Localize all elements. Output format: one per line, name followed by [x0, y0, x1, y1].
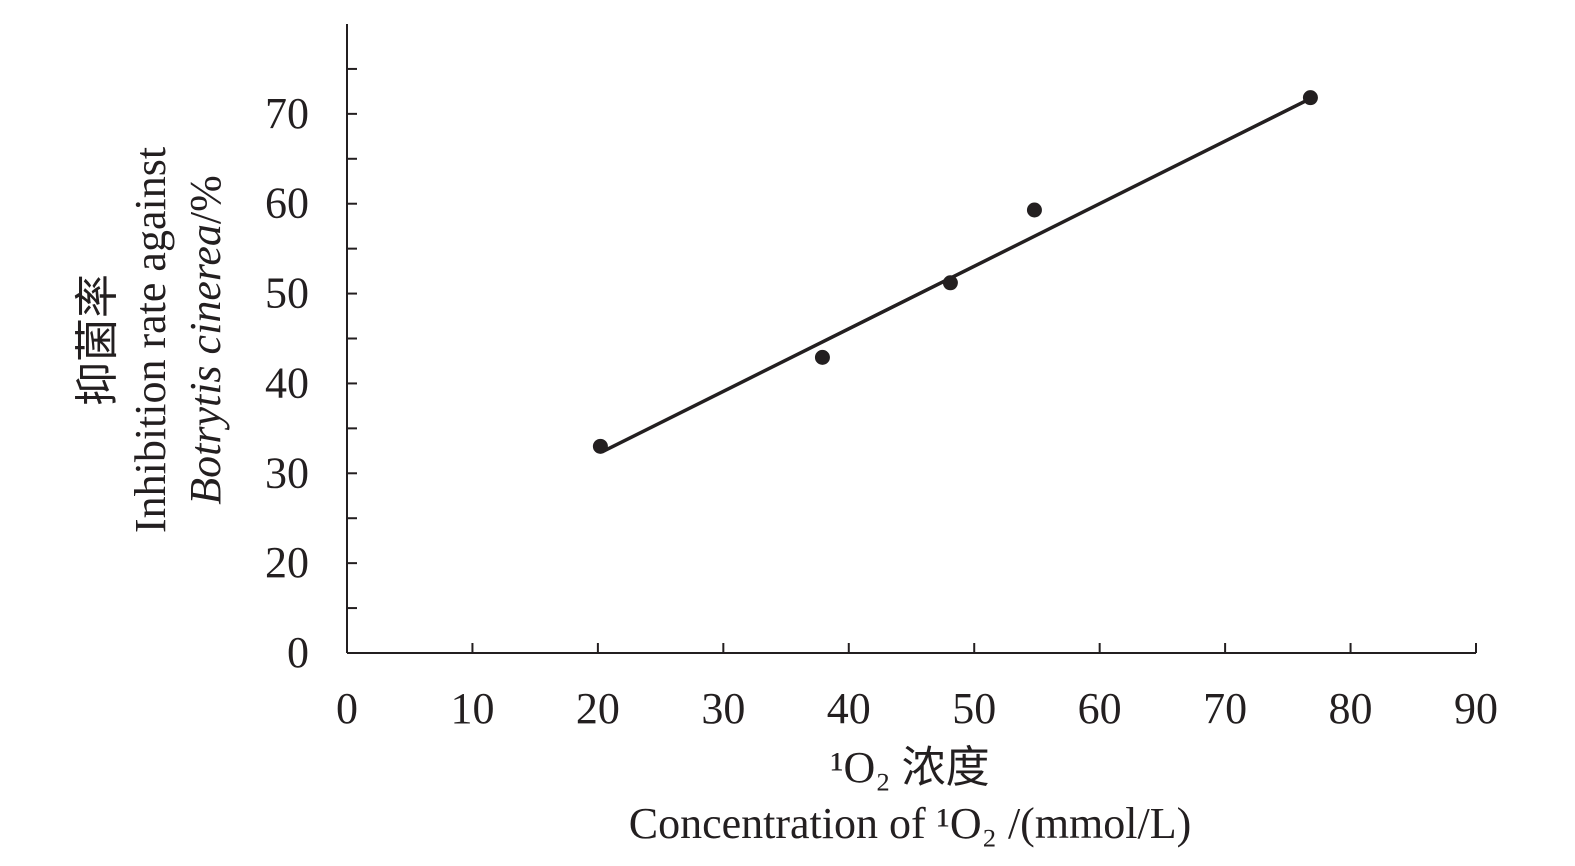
y-axis-title-unit: /%: [181, 175, 230, 224]
x-tick-label: 10: [450, 684, 494, 733]
data-point: [1026, 202, 1042, 218]
x-tick-label: 60: [1078, 684, 1122, 733]
x-axis-title-line2: Concentration of ¹O₂ /(mmol/L): [629, 799, 1192, 848]
y-tick-label: 60: [265, 179, 309, 228]
x-axis-title: ¹O₂ 浓度 Concentration of ¹O₂ /(mmol/L): [629, 743, 1192, 848]
data-point: [942, 275, 958, 291]
y-axis-title-line1: 抑菌率: [73, 274, 122, 406]
x-tick-label: 40: [827, 684, 871, 733]
x-tick-label: 50: [952, 684, 996, 733]
y-axis-title: 抑菌率 Inhibition rate against Botrytis cin…: [73, 147, 230, 533]
y-axis-title-species: Botrytis cinerea: [181, 224, 230, 505]
x-tick-label: 20: [576, 684, 620, 733]
x-axis-title-line1: ¹O₂ 浓度: [830, 743, 989, 792]
y-axis-title-line3: Botrytis cinerea/%: [181, 175, 230, 505]
trendline: [603, 97, 1312, 453]
axes: [346, 24, 1476, 654]
x-tick-label: 70: [1203, 684, 1247, 733]
x-tick-label: 0: [336, 684, 358, 733]
x-tick-label: 90: [1454, 684, 1498, 733]
x-ticks: 0 10 20 30 40 50 60 70 80 90: [336, 643, 1498, 733]
y-tick-label: 50: [265, 269, 309, 318]
data-point: [814, 349, 830, 365]
data-points: [592, 90, 1318, 454]
y-tick-label: 30: [265, 448, 309, 497]
y-ticks: 0 20 30 40 50 60 70: [265, 67, 357, 677]
y-axis-title-line2: Inhibition rate against: [126, 147, 175, 533]
data-point: [592, 438, 608, 454]
y-tick-label: 40: [265, 358, 309, 407]
x-tick-label: 30: [701, 684, 745, 733]
data-point: [1302, 90, 1318, 106]
y-tick-label: 20: [265, 538, 309, 587]
x-tick-label: 80: [1329, 684, 1373, 733]
y-tick-label: 70: [265, 89, 309, 138]
y-tick-label: 0: [287, 628, 309, 677]
